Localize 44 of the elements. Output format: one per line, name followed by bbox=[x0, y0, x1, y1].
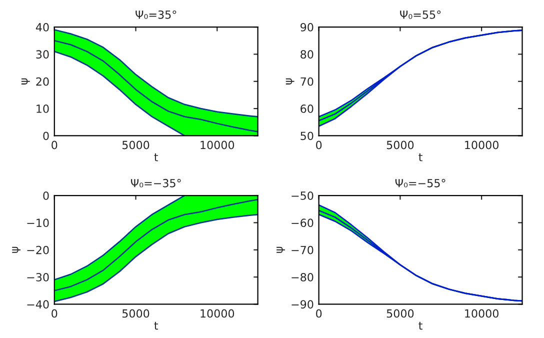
x-tick-label: 0 bbox=[52, 140, 58, 150]
y-tick-label: 30 bbox=[36, 50, 49, 59]
y-tick-label: −30 bbox=[27, 273, 49, 282]
y-tick-label: −60 bbox=[292, 218, 314, 228]
x-tick-label: 5000 bbox=[386, 140, 414, 150]
x-tick-label: 0 bbox=[316, 140, 322, 150]
y-tick-label: 0 bbox=[43, 132, 49, 140]
y-tick-label: 0 bbox=[43, 191, 49, 200]
chart-title: Ψ₀=−35° bbox=[130, 178, 181, 188]
x-axis-title: t bbox=[418, 322, 422, 330]
y-tick-label: −50 bbox=[292, 191, 314, 200]
y-tick-label: 10 bbox=[36, 104, 49, 113]
x-axis-title: t bbox=[418, 153, 422, 162]
x-tick-label: 10000 bbox=[200, 309, 234, 318]
y-axis-title: ψ bbox=[12, 246, 21, 253]
y-tick-label: 80 bbox=[300, 50, 314, 59]
y-tick-label: 70 bbox=[300, 77, 314, 86]
y-tick-label: −10 bbox=[27, 218, 49, 228]
chart-title: Ψ₀=−55° bbox=[395, 178, 446, 188]
x-tick-label: 10000 bbox=[465, 140, 498, 150]
x-tick-label: 5000 bbox=[386, 309, 414, 318]
x-axis-title: t bbox=[154, 322, 158, 330]
y-tick-label: 40 bbox=[36, 23, 49, 32]
x-tick-label: 0 bbox=[316, 309, 322, 318]
y-tick-label: 50 bbox=[300, 132, 314, 140]
chart-title: Ψ₀=55° bbox=[400, 10, 441, 19]
x-tick-label: 5000 bbox=[122, 140, 150, 150]
y-tick-label: −20 bbox=[27, 246, 49, 254]
y-tick-label: 60 bbox=[300, 104, 314, 113]
x-tick-label: 10000 bbox=[465, 309, 498, 318]
y-tick-label: −70 bbox=[292, 246, 314, 254]
x-tick-label: 5000 bbox=[122, 309, 150, 318]
x-tick-label: 0 bbox=[52, 309, 58, 318]
y-tick-label: −40 bbox=[27, 300, 49, 309]
y-axis-title: ψ bbox=[276, 246, 285, 253]
x-axis-title: t bbox=[154, 153, 158, 162]
y-tick-label: −90 bbox=[292, 300, 314, 309]
y-tick-label: 90 bbox=[300, 23, 314, 32]
y-axis-title: ψ bbox=[286, 78, 294, 84]
chart-title: Ψ₀=35° bbox=[136, 10, 176, 19]
y-tick-label: −80 bbox=[292, 273, 314, 282]
x-tick-label: 10000 bbox=[200, 140, 234, 150]
y-tick-label: 20 bbox=[36, 77, 49, 86]
y-axis-title: ψ bbox=[21, 78, 30, 84]
